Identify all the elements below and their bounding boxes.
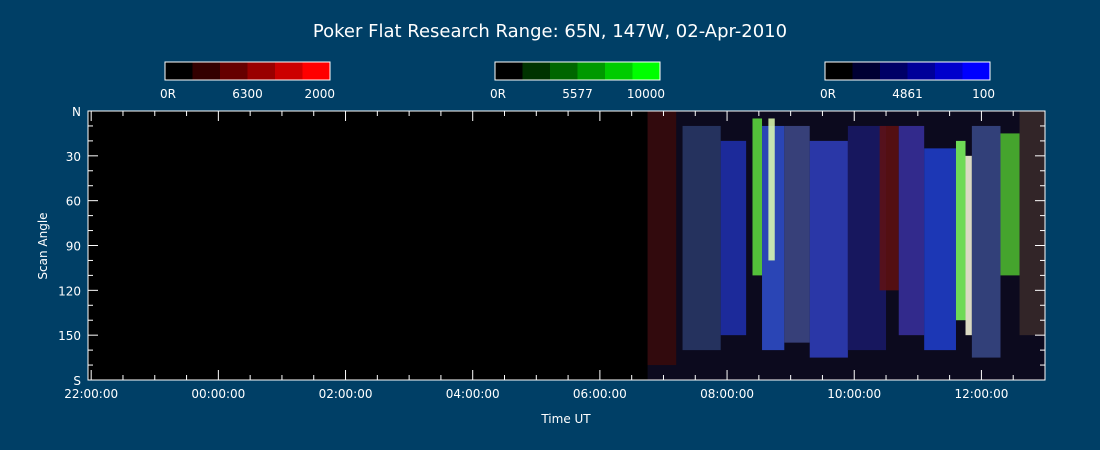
- y-tick-label: 90: [66, 240, 81, 254]
- colorbar-min-label: 0R: [820, 87, 836, 101]
- colorbar-max-label: 100: [972, 87, 995, 101]
- colorbar-swatch: [522, 62, 551, 80]
- colorbars: 0R 6300 2000 0R 5577 10000 0R 4861 100: [160, 61, 995, 101]
- colorbar-wavelength-label: 4861: [892, 87, 923, 101]
- y-tick-label: 30: [66, 150, 81, 164]
- colorbar-frame: [494, 61, 661, 81]
- y-tick-label: 150: [58, 329, 81, 343]
- colorbar-swatch: [220, 62, 248, 80]
- colorbar-swatch: [632, 62, 661, 80]
- colorbar-swatch: [825, 62, 853, 80]
- plot-area: 22:00:00 00:00:00 02:00:00 04:00:00 06:00:00…: [58, 105, 1046, 401]
- x-tick-label: 22:00:00: [64, 387, 118, 401]
- emission-band: [720, 140, 747, 336]
- emission-band: [784, 125, 810, 343]
- colorbar-swatch: [247, 62, 276, 80]
- emission-band: [879, 125, 899, 291]
- emission-band: [971, 125, 1001, 358]
- y-tick-label: 60: [66, 195, 81, 209]
- colorbar-min-label: 0R: [160, 87, 176, 101]
- colorbar-wavelength-label: 6300: [232, 87, 263, 101]
- colorbar-swatch: [935, 62, 963, 80]
- colorbar-4861: 0R 4861 100: [820, 61, 995, 101]
- x-tick-label: 10:00:00: [827, 387, 881, 401]
- chart-title: Poker Flat Research Range: 65N, 147W, 02…: [313, 21, 787, 42]
- colorbar-max-label: 2000: [304, 87, 335, 101]
- x-tick-label: 04:00:00: [446, 387, 500, 401]
- y-tick-label: 120: [58, 284, 81, 298]
- emission-band: [965, 155, 972, 336]
- x-tick-label: 12:00:00: [954, 387, 1008, 401]
- colorbar-swatch: [550, 62, 578, 80]
- emission-band: [898, 125, 925, 336]
- colorbar-swatch: [852, 62, 881, 80]
- emission-band: [682, 125, 721, 351]
- colorbar-swatch: [962, 62, 991, 80]
- emission-band: [955, 140, 966, 321]
- colorbar-min-label: 0R: [490, 87, 506, 101]
- colorbar-swatch: [605, 62, 633, 80]
- colorbar-swatch: [275, 62, 303, 80]
- colorbar-swatch: [192, 62, 221, 80]
- colorbar-wavelength-label: 5577: [562, 87, 593, 101]
- y-axis-label: Scan Angle: [36, 212, 50, 279]
- colorbar-frame: [824, 61, 991, 81]
- colorbar-6300: 0R 6300 2000: [160, 61, 335, 101]
- colorbar-swatch: [165, 62, 193, 80]
- colorbar-swatch: [880, 62, 908, 80]
- y-tick-label: N: [72, 105, 81, 119]
- x-tick-label: 00:00:00: [191, 387, 245, 401]
- x-tick-label: 06:00:00: [573, 387, 627, 401]
- emission-band: [1000, 133, 1020, 276]
- colorbar-swatch: [907, 62, 936, 80]
- emission-band: [924, 148, 956, 351]
- emission-band: [647, 111, 677, 366]
- x-tick-label: 08:00:00: [700, 387, 754, 401]
- x-tick-label: 02:00:00: [319, 387, 373, 401]
- y-tick-label: S: [73, 374, 81, 388]
- colorbar-swatch: [302, 62, 331, 80]
- colorbar-5577: 0R 5577 10000: [490, 61, 665, 101]
- x-axis-label: Time UT: [540, 412, 591, 426]
- emission-band: [1019, 111, 1045, 336]
- emission-band: [752, 118, 763, 276]
- emission-band: [809, 140, 848, 358]
- emission-band: [768, 118, 775, 261]
- colorbar-swatch: [495, 62, 523, 80]
- colorbar-swatch: [577, 62, 606, 80]
- colorbar-frame: [164, 61, 331, 81]
- colorbar-max-label: 10000: [627, 87, 665, 101]
